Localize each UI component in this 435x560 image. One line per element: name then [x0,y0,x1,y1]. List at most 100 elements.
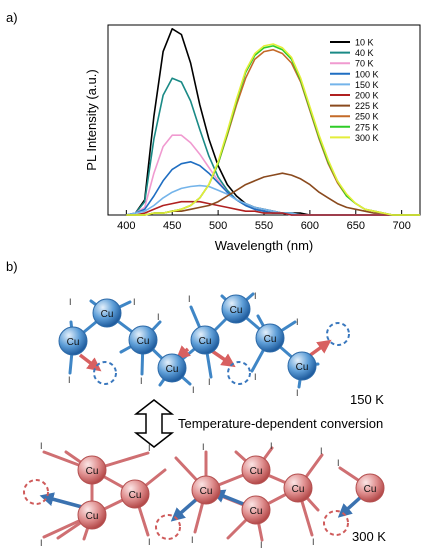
iodide-label: I [69,297,72,307]
iodide-label: I [320,446,323,456]
svg-text:Cu: Cu [101,309,114,320]
cu-atom: Cu [241,455,271,485]
legend-label: 150 K [355,80,379,90]
legend-label: 225 K [355,101,379,111]
state-label-150k: 150 K [350,392,384,407]
iodide-label: I [148,443,151,453]
series-line-200k [126,200,420,216]
cu-atom: Cu [241,495,271,525]
legend-label: 200 K [355,91,379,101]
x-tick-label: 500 [209,220,227,232]
iodide-label: I [270,441,273,451]
state-label-300k: 300 K [352,529,386,544]
cu-atom: Cu [191,475,221,505]
svg-text:Cu: Cu [250,466,263,477]
iodide-label: I [260,540,263,550]
legend-label: 10 K [355,38,374,48]
iodide-label: I [254,372,257,382]
y-axis-label: PL Intensity (a.u.) [84,69,99,170]
svg-text:Cu: Cu [230,305,243,316]
svg-text:Cu: Cu [292,484,305,495]
iodide-label: I [157,312,160,322]
iodide-label: I [202,442,205,452]
cu-atom: Cu [355,473,385,503]
svg-text:Cu: Cu [250,506,263,517]
cu-atom: Cu [190,325,220,355]
legend-label: 250 K [355,112,379,122]
cu-atom: Cu [120,479,150,509]
svg-text:Cu: Cu [296,362,309,373]
iodide-label: I [40,441,43,451]
legend-label: 70 K [355,59,374,69]
legend-label: 40 K [355,48,374,58]
cu-atom: Cu [128,325,158,355]
x-tick-label: 650 [347,220,365,232]
svg-text:Cu: Cu [364,484,377,495]
svg-text:Cu: Cu [264,334,277,345]
iodide-label: I [188,294,191,304]
vacancy-site [93,361,117,385]
migration-arrow [175,345,191,360]
iodide-label: I [68,375,71,385]
iodide-label: I [148,537,151,547]
panel-label-a: a) [6,10,18,25]
series-line-150k [126,184,420,216]
svg-text:Cu: Cu [166,364,179,375]
series-line-300k [126,43,420,216]
vacancy-site [227,361,251,385]
cu-atom: Cu [77,455,107,485]
iodide-label: I [312,537,315,547]
svg-text:Cu: Cu [86,466,99,477]
vacancy-site [23,479,49,505]
migration-arrow [210,489,247,507]
iodide-label: I [208,377,211,387]
cu-atom: Cu [283,473,313,503]
iodide-label: I [133,297,136,307]
svg-text:Cu: Cu [86,511,99,522]
svg-text:Cu: Cu [200,486,213,497]
x-tick-label: 550 [255,220,273,232]
migration-arrow [39,492,83,509]
iodide-label: I [296,388,299,398]
cu-atom: Cu [157,353,187,383]
iodide-label: I [296,317,299,327]
svg-text:Cu: Cu [137,336,150,347]
cu-atom: Cu [77,500,107,530]
iodide-label: I [254,291,257,301]
migration-arrow [78,353,102,372]
iodide-label: I [140,376,143,386]
migration-arrow [211,349,236,368]
svg-text:Cu: Cu [129,490,142,501]
iodide-label: I [337,458,340,468]
iodide-label: I [40,538,43,548]
migration-arrow [307,339,332,358]
iodide-label: I [191,535,194,545]
legend-label: 300 K [355,133,379,143]
svg-text:Cu: Cu [199,336,212,347]
migration-arrow [170,496,200,522]
cu-atom: Cu [221,294,251,324]
legend-label: 100 K [355,69,379,79]
cu-atom: Cu [255,323,285,353]
x-tick-label: 450 [163,220,181,232]
svg-text:Cu: Cu [67,337,80,348]
double-arrow-icon [133,399,175,448]
series-line-100k [126,161,420,216]
conversion-label: Temperature-dependent conversion [178,416,383,431]
migration-arrow [337,494,364,518]
cu-atom: Cu [287,351,317,381]
vacancy-site [326,322,350,346]
vacancy-site [323,510,349,536]
cu-atom: Cu [92,298,122,328]
vacancy-site [155,514,181,540]
panel-label-b: b) [6,259,18,274]
series-lines [126,27,420,216]
iodide-label: I [192,385,195,395]
x-tick-label: 400 [117,220,135,232]
x-ticks: 400 450 500 550 600 650 700 [117,210,411,232]
x-tick-label: 700 [392,220,410,232]
x-axis-label: Wavelength (nm) [215,238,314,253]
cu-atom: Cu [58,326,88,356]
